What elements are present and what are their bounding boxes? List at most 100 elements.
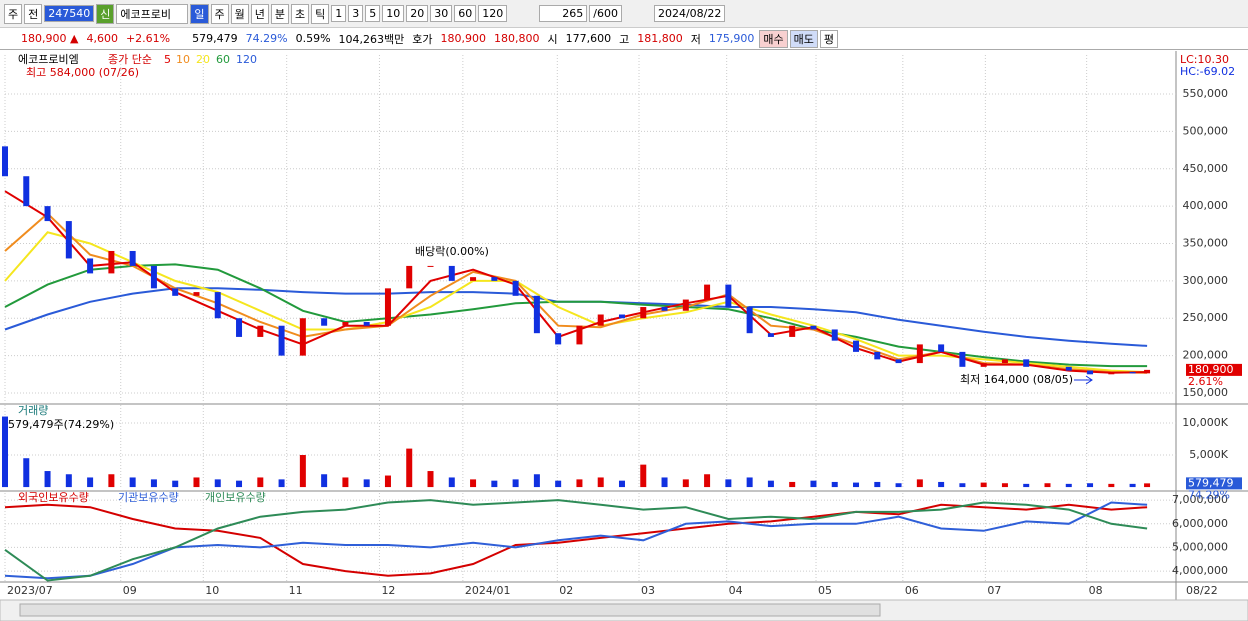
volume-bar	[512, 479, 519, 488]
toolbar-button[interactable]: 분	[270, 3, 289, 24]
toolbar-button[interactable]: 247540	[44, 5, 95, 22]
candle	[831, 329, 838, 341]
toolbar-button[interactable]: 3	[348, 5, 364, 22]
x-tick-label: 07	[987, 584, 1001, 597]
toolbar-button[interactable]: 월	[230, 3, 249, 24]
candle	[470, 277, 477, 281]
volume-bar	[725, 479, 732, 488]
legend-entry: 120	[236, 53, 257, 66]
candle	[1144, 369, 1151, 374]
toolbar-button[interactable]: 2024/08/22	[653, 5, 726, 22]
candle	[959, 351, 966, 367]
toolbar-button[interactable]: 주	[4, 3, 23, 24]
candle	[193, 292, 200, 296]
candle	[746, 307, 753, 334]
candle	[427, 265, 434, 267]
x-tick-label: 06	[905, 584, 919, 597]
volume-bar	[895, 483, 902, 488]
volume-bar	[980, 482, 987, 488]
volume-bar	[789, 481, 796, 488]
candle	[895, 359, 902, 364]
toolbar-button[interactable]: 60	[454, 5, 477, 22]
volume-bar	[640, 464, 647, 488]
candle	[1129, 372, 1136, 374]
chart-subtitle: 종가 단순	[108, 53, 152, 66]
volume-bar	[1108, 483, 1115, 488]
order-button[interactable]: 매수	[759, 29, 788, 48]
x-tick-label: 2024/01	[465, 584, 511, 597]
x-tick-label: 2023/07	[7, 584, 53, 597]
legend-entry: 개인보유수량	[205, 491, 266, 504]
legend-entry: 기관보유수량	[118, 491, 179, 504]
toolbar-button[interactable]: /600	[589, 5, 622, 22]
candle	[448, 265, 455, 281]
y-tick-label: 250,000	[1183, 311, 1229, 324]
quote-field: 177,600	[565, 32, 612, 45]
candle	[299, 318, 306, 356]
candle	[1087, 370, 1094, 375]
volume-bar	[87, 477, 94, 488]
order-button[interactable]: 매도	[789, 29, 818, 48]
toolbar-button[interactable]: 주	[210, 3, 229, 24]
annotation: 배당락(0.00%)	[415, 245, 489, 258]
last-price-box	[1186, 363, 1242, 376]
toolbar-button[interactable]: 에코프로비	[116, 3, 189, 24]
quote-bar: 180,900 ▲ 4,600 +2.61% 579,479 74.29% 0.59% 10…	[0, 28, 1248, 50]
candle	[704, 284, 711, 300]
volume-bar	[853, 482, 860, 488]
volume-bar	[555, 480, 562, 488]
candle	[640, 307, 647, 319]
volume-bar	[1129, 483, 1136, 488]
quote-field: 시	[547, 32, 558, 46]
volume-bar	[618, 480, 625, 488]
candle	[23, 176, 30, 207]
toolbar-button[interactable]: 일	[190, 3, 209, 24]
chart-title: 에코프로비엠	[18, 53, 79, 66]
toolbar-button[interactable]: 20	[406, 5, 429, 22]
volume-bar	[321, 474, 328, 488]
y-tick-label: 5,000K	[1189, 448, 1228, 461]
toolbar-button[interactable]: 신	[96, 3, 115, 24]
quote-field: 579,479	[192, 32, 238, 45]
last-volume: 579,479	[1188, 476, 1234, 489]
toolbar-button[interactable]: 1	[331, 5, 347, 22]
volume-bar	[576, 479, 583, 488]
toolbar-button[interactable]: 초	[291, 3, 310, 24]
candle	[257, 325, 264, 337]
order-button[interactable]: 평	[819, 29, 839, 48]
x-tick-label: 04	[729, 584, 743, 597]
volume-bar	[1087, 483, 1094, 488]
candle	[87, 258, 94, 274]
toolbar-button[interactable]: 5	[365, 5, 381, 22]
quote-field: 180,800	[494, 32, 540, 45]
change-rate: 2.61%	[1188, 375, 1223, 388]
volume-bar	[384, 475, 391, 488]
y-tick-label: 10,000K	[1182, 416, 1228, 429]
last-volume-box	[1186, 477, 1242, 490]
candle	[172, 288, 179, 296]
candle	[682, 299, 689, 311]
toolbar-button[interactable]: 30	[430, 5, 453, 22]
axis-note: LC:10.30	[1180, 53, 1229, 66]
toolbar-button[interactable]: 120	[478, 5, 508, 22]
volume-bar	[810, 480, 817, 488]
volume-bar	[257, 477, 264, 488]
candle	[576, 325, 583, 345]
y-tick-label: 350,000	[1183, 237, 1229, 250]
volume-bar	[1023, 483, 1030, 488]
toolbar-button[interactable]: 년	[250, 3, 269, 24]
volume-bar	[874, 481, 881, 488]
toolbar-button[interactable]: 10	[382, 5, 405, 22]
toolbar-button[interactable]: 265	[539, 5, 588, 22]
toolbar-button[interactable]: 전	[24, 3, 43, 24]
quote-field: 0.59%	[295, 32, 331, 45]
toolbar-button[interactable]: 틱	[311, 3, 330, 24]
scroll-thumb[interactable]	[19, 603, 881, 617]
y-tick-label: 150,000	[1183, 386, 1229, 399]
volume-bar	[342, 477, 349, 488]
candle	[406, 265, 413, 289]
volume-bar	[427, 471, 434, 488]
volume-bar	[236, 480, 243, 488]
quote-field: 저	[690, 32, 701, 46]
